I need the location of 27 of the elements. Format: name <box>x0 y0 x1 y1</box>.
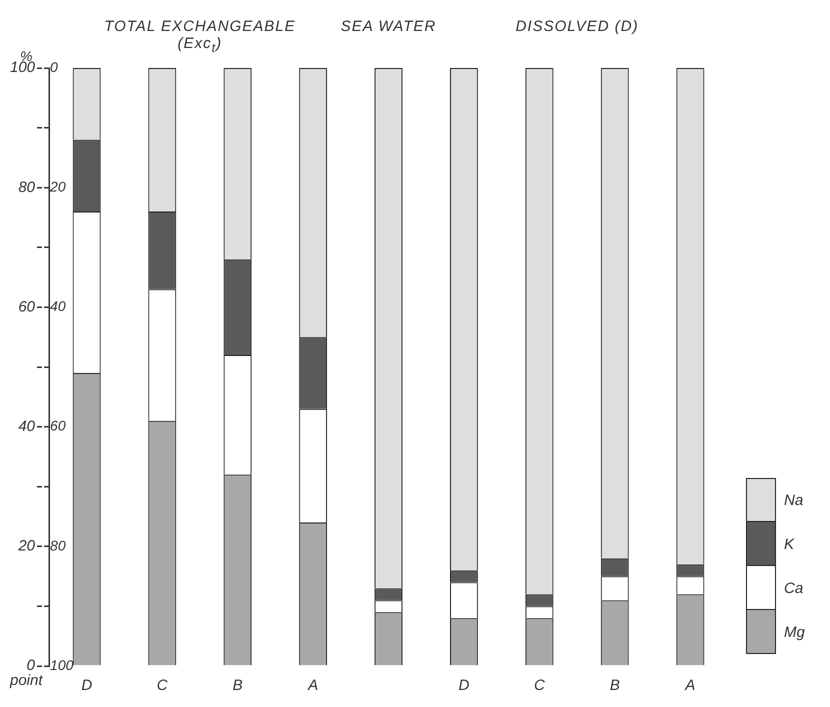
y2-tick-label: 60 <box>50 418 66 434</box>
x-tick-label: A <box>684 677 696 694</box>
text: SEA WATER <box>340 18 436 35</box>
y-tick-label: 20 <box>17 538 36 555</box>
x-tick-label: D <box>458 677 470 694</box>
text: K <box>784 536 794 552</box>
text: TOTAL EXCHANGEABLE (Exc$_{t}$) <box>103 18 297 55</box>
y2-tick-label: 100 <box>50 656 74 673</box>
y-tick-label: 0 <box>26 657 36 674</box>
x-tick-label: A <box>307 677 318 694</box>
text: DISSOLVED (D) <box>514 18 640 35</box>
x-axis-title: point <box>10 672 43 689</box>
y2-tick-label: 20 <box>49 178 66 194</box>
x-tick-label: B <box>610 677 620 694</box>
y-tick-label: 80 <box>18 178 36 196</box>
y2-tick-label: 80 <box>50 537 66 554</box>
y-tick-label: 40 <box>18 418 36 435</box>
text: Na <box>784 492 804 508</box>
y2-tick-label: 0 <box>50 58 58 75</box>
x-tick-label: B <box>232 677 243 694</box>
x-tick-label: C <box>156 677 168 694</box>
text: Mg <box>784 624 805 640</box>
y2-tick-label: 40 <box>50 298 66 314</box>
y-tick-label: 60 <box>18 298 36 316</box>
x-tick-label: D <box>81 677 92 694</box>
x-tick-label: C <box>534 677 545 694</box>
text: Ca <box>784 580 804 596</box>
